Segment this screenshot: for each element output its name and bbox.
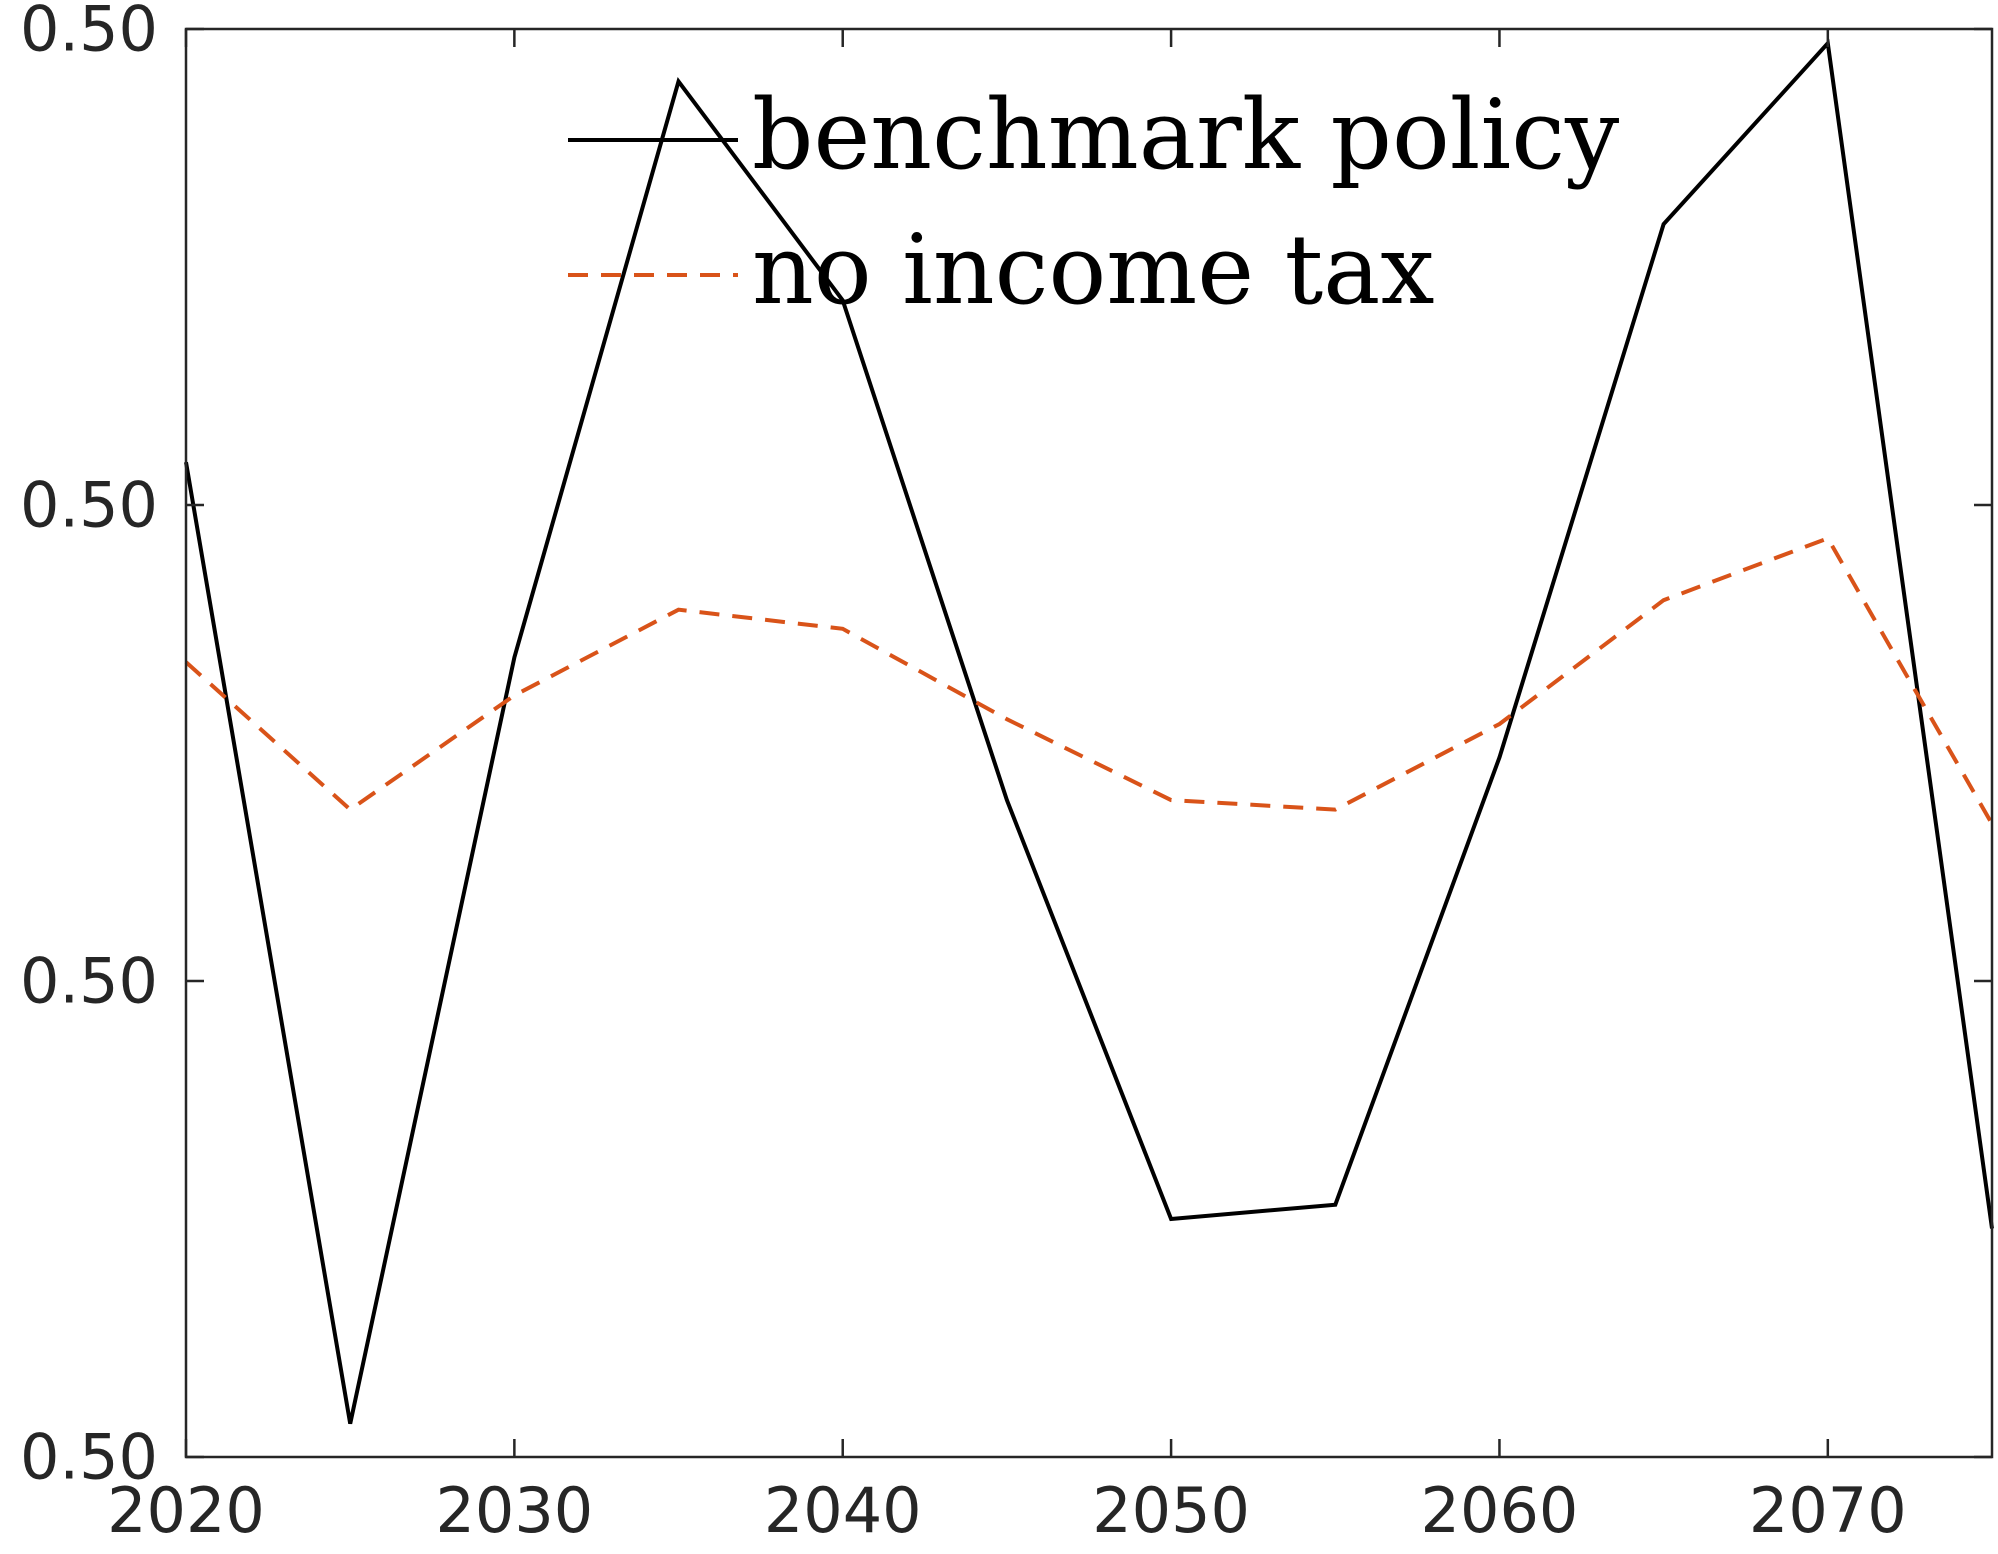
y-tick-labels: 0.50 0.50 0.50 0.50	[20, 0, 158, 1494]
legend-label-0: benchmark policy	[752, 79, 1619, 191]
x-tick-label-2: 2040	[764, 1474, 922, 1547]
series-line-0	[184, 38, 1994, 1425]
series-line-1	[184, 535, 1994, 825]
x-tick-label-3: 2050	[1092, 1474, 1250, 1547]
y-tick-label-2: 0.50	[20, 469, 158, 542]
series-layer	[184, 38, 1994, 1425]
plot-background	[186, 29, 1992, 1457]
x-tick-label-1: 2030	[435, 1474, 593, 1547]
plot-frame	[184, 27, 1994, 1459]
x-tick-label-0: 2020	[107, 1474, 265, 1547]
y-tick-label-1: 0.50	[20, 945, 158, 1018]
y-tick-label-3: 0.50	[20, 0, 158, 66]
y-tick-label-0: 0.50	[20, 1421, 158, 1494]
x-tick-label-4: 2060	[1421, 1474, 1579, 1547]
x-tick-labels: 2020 2030 2040 2050 2060 2070	[107, 1474, 1907, 1547]
legend-label-1: no income tax	[752, 214, 1435, 326]
legend: benchmark policy no income tax	[568, 79, 1619, 326]
x-tick-label-5: 2070	[1749, 1474, 1907, 1547]
